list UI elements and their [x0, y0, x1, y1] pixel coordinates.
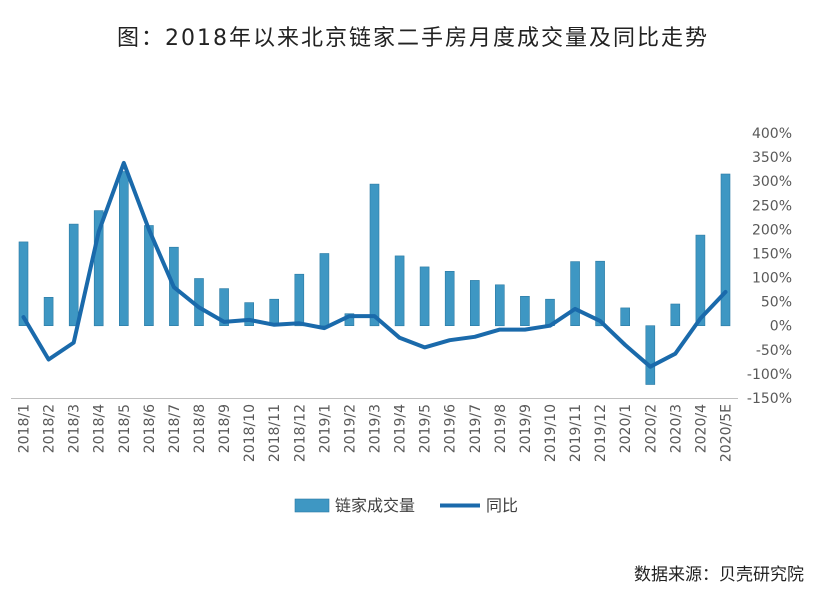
y-tick-label: 350%: [752, 150, 792, 166]
y-tick-label: -100%: [747, 367, 792, 383]
y-tick-label: 150%: [752, 247, 792, 263]
bar-2019/7: [470, 280, 479, 325]
x-tick-label: 2020/4: [693, 404, 709, 453]
legend: 链家成交量 同比: [295, 496, 518, 515]
bar-2020/2: [646, 326, 655, 385]
x-tick-label: 2020/2: [643, 404, 659, 453]
bar-2019/3: [370, 184, 379, 326]
x-tick-label: 2019/6: [443, 404, 459, 453]
bar-2020/1: [621, 308, 630, 326]
bar-2018/5: [119, 172, 128, 326]
x-tick-label: 2019/11: [568, 404, 584, 462]
x-tick-label: 2018/7: [167, 404, 183, 453]
bar-2019/5: [420, 267, 429, 326]
x-tick-label: 2019/5: [418, 404, 434, 453]
bar-2018/1: [19, 242, 28, 326]
x-tick-label: 2018/6: [142, 404, 158, 453]
y-tick-label: 100%: [752, 271, 792, 287]
right-y-axis: 400% 350% 300% 250% 200% 150% 100% 50% 0% -50% -10…: [747, 126, 792, 407]
x-tick-label: 2019/12: [593, 404, 609, 462]
bar-2018/11: [270, 299, 279, 326]
y-tick-label: 50%: [761, 295, 792, 311]
x-tick-label: 2018/11: [267, 404, 283, 462]
bar-2019/8: [495, 285, 504, 326]
x-tick-label: 2019/2: [342, 404, 358, 453]
x-tick-label: 2018/10: [242, 404, 258, 462]
bar-2020/5E: [721, 174, 730, 326]
bar-2019/9: [520, 296, 529, 325]
bar-2018/2: [44, 297, 53, 325]
legend-bar-label: 链家成交量: [335, 496, 415, 515]
x-tick-label: 2018/12: [292, 404, 308, 462]
bar-2018/12: [295, 274, 304, 326]
legend-line-label: 同比: [486, 496, 518, 515]
y-tick-label: -50%: [756, 343, 792, 359]
y-tick-label: 0%: [770, 319, 792, 335]
bar-2019/1: [320, 254, 329, 326]
x-tick-label: 2018/1: [17, 404, 33, 453]
y-tick-label: 400%: [752, 126, 792, 142]
x-tick-label: 2018/4: [92, 404, 108, 453]
bar-2019/6: [445, 271, 454, 325]
x-tick-label: 2019/7: [468, 404, 484, 453]
y-tick-label: 300%: [752, 174, 792, 190]
y-tick-label: 250%: [752, 198, 792, 214]
x-tick-label: 2020/1: [618, 404, 634, 453]
bar-2019/11: [571, 262, 580, 326]
x-tick-label: 2018/5: [117, 404, 133, 453]
source-note: 数据来源：贝壳研究院: [634, 560, 804, 585]
x-tick-label: 2019/1: [317, 404, 333, 453]
x-tick-label: 2018/3: [67, 404, 83, 453]
legend-bar-swatch: [295, 499, 329, 512]
bar-2019/12: [596, 261, 605, 326]
x-tick-label: 2019/3: [368, 404, 384, 453]
bar-2018/3: [69, 224, 78, 326]
x-tick-label: 2019/8: [493, 404, 509, 453]
x-tick-label: 2018/2: [42, 404, 58, 453]
x-tick-label: 2020/5E: [719, 404, 735, 462]
bar-2020/3: [671, 304, 680, 326]
x-axis: 2018/1 2018/2 2018/3 2018/4 2018/5 2018/6 2018…: [11, 399, 738, 463]
x-tick-label: 2019/9: [518, 404, 534, 453]
x-tick-label: 2020/3: [668, 404, 684, 453]
x-tick-label: 2018/8: [192, 404, 208, 453]
y-tick-label: 200%: [752, 222, 792, 238]
bar-2020/4: [696, 235, 705, 326]
y-tick-label: -150%: [747, 391, 792, 407]
x-tick-label: 2019/4: [393, 404, 409, 453]
x-tick-label: 2018/9: [217, 404, 233, 453]
bars-layer: [19, 172, 730, 385]
x-tick-label: 2019/10: [543, 404, 559, 462]
bar-2019/4: [395, 256, 404, 326]
bar-2018/8: [195, 279, 204, 326]
chart-area: 400% 350% 300% 250% 200% 150% 100% 50% 0% -50% -10…: [0, 0, 826, 608]
